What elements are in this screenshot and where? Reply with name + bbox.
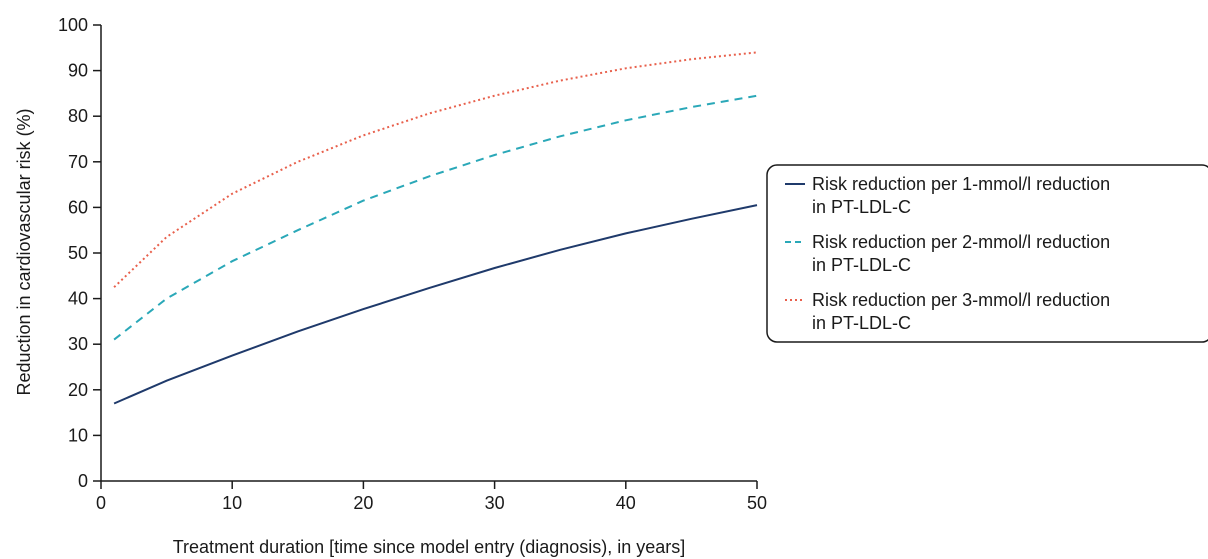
x-tick-label: 40 <box>616 493 636 513</box>
y-axis-title: Reduction in cardiovascular risk (%) <box>14 108 34 395</box>
legend: Risk reduction per 1-mmol/l reduction in … <box>766 164 1208 343</box>
plot-area <box>113 51 758 405</box>
y-tick-label: 40 <box>68 289 88 309</box>
y-tick-label: 70 <box>68 152 88 172</box>
legend-label-2: Risk reduction per 2-mmol/l reduction <box>812 232 1110 252</box>
y-tick-label: 50 <box>68 243 88 263</box>
y-tick-label: 0 <box>78 471 88 491</box>
x-tick-label: 0 <box>96 493 106 513</box>
x-tick-label: 30 <box>485 493 505 513</box>
y-tick-label: 10 <box>68 425 88 445</box>
y-tick-label: 30 <box>68 334 88 354</box>
y-tick-label: 100 <box>58 15 88 35</box>
x-tick-label: 10 <box>222 493 242 513</box>
legend-label-1: in PT-LDL-C <box>812 197 911 217</box>
series-line-3 <box>113 51 758 288</box>
legend-label-2: in PT-LDL-C <box>812 255 911 275</box>
axes: 0 10 20 30 40 50 60 70 80 90 100 0 10 20 30 40 50 <box>58 15 767 513</box>
legend-label-1: Risk reduction per 1-mmol/l reduction <box>812 174 1110 194</box>
legend-box <box>766 164 1208 343</box>
y-tick-label: 60 <box>68 197 88 217</box>
y-tick-label: 20 <box>68 380 88 400</box>
series-line-2 <box>113 94 758 341</box>
legend-label-3: Risk reduction per 3-mmol/l reduction <box>812 290 1110 310</box>
series-line-1 <box>113 204 758 405</box>
x-axis-title: Treatment duration [time since model ent… <box>173 537 686 557</box>
y-tick-label: 90 <box>68 61 88 81</box>
legend-label-3: in PT-LDL-C <box>812 313 911 333</box>
y-tick-label: 80 <box>68 106 88 126</box>
x-tick-label: 20 <box>353 493 373 513</box>
x-tick-label: 50 <box>747 493 767 513</box>
